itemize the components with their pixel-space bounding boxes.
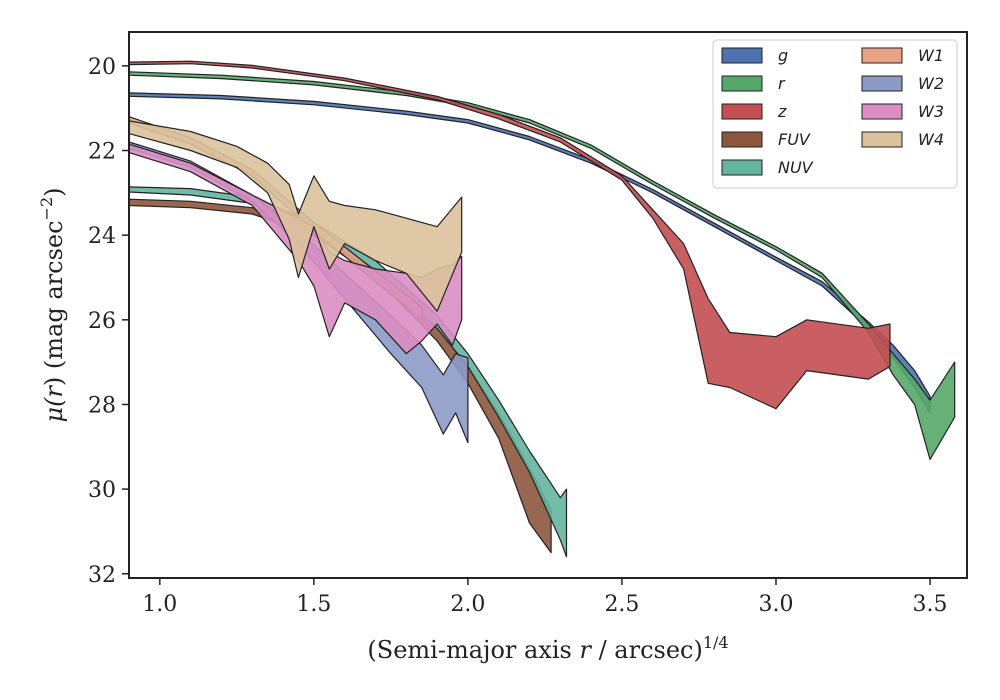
legend-swatch-w3	[861, 103, 903, 120]
x-axis: 1.0 1.5 2.0 2.5 3.0 3.5	[142, 578, 948, 617]
legend-swatch-w2	[861, 75, 903, 92]
legend-swatch-w1	[861, 47, 903, 64]
legend-label-w3: W3	[918, 102, 944, 121]
y-tick-label: 28	[88, 393, 116, 418]
x-tick-label: 3.0	[758, 592, 793, 617]
legend-label-w4: W4	[918, 130, 944, 149]
x-tick-label: 2.5	[604, 592, 639, 617]
legend-label-fuv: FUV	[778, 130, 811, 149]
series-bands	[128, 60, 956, 558]
band-w4	[128, 120, 463, 312]
legend-swatch-fuv	[721, 131, 763, 148]
legend-swatch-z	[721, 103, 763, 120]
x-tick-label: 1.5	[296, 592, 331, 617]
x-tick-label: 2.0	[450, 592, 485, 617]
band-z	[128, 60, 891, 410]
legend-label-r: r	[778, 74, 786, 93]
legend: grz FUV NUV W1 W2 W3 W4	[712, 39, 958, 189]
legend-label-w1: W1	[918, 46, 944, 65]
legend-label-nuv: NUV	[778, 158, 814, 177]
y-axis: 20 22 24 26 28 30 32	[88, 55, 129, 588]
y-tick-label: 32	[88, 563, 116, 588]
y-tick-label: 30	[88, 478, 116, 503]
y-axis-label: μ(r) (mag arcsec−2)	[37, 187, 68, 422]
x-axis-label: (Semi-major axis r / arcsec)1/4	[367, 633, 728, 664]
legend-label-z: z	[777, 102, 787, 121]
legend-label-g: g	[778, 46, 788, 65]
y-tick-label: 20	[88, 55, 116, 80]
x-tick-label: 3.5	[913, 592, 948, 617]
legend-swatch-nuv	[721, 159, 763, 176]
y-tick-label: 24	[88, 224, 116, 249]
x-tick-label: 1.0	[142, 592, 177, 617]
y-tick-label: 26	[88, 309, 116, 334]
legend-swatch-r	[721, 75, 763, 92]
legend-label-w2: W2	[918, 74, 944, 93]
y-tick-label: 22	[88, 140, 116, 165]
legend-swatch-w4	[861, 131, 903, 148]
legend-swatch-g	[721, 47, 763, 64]
plot-frame	[128, 31, 968, 579]
